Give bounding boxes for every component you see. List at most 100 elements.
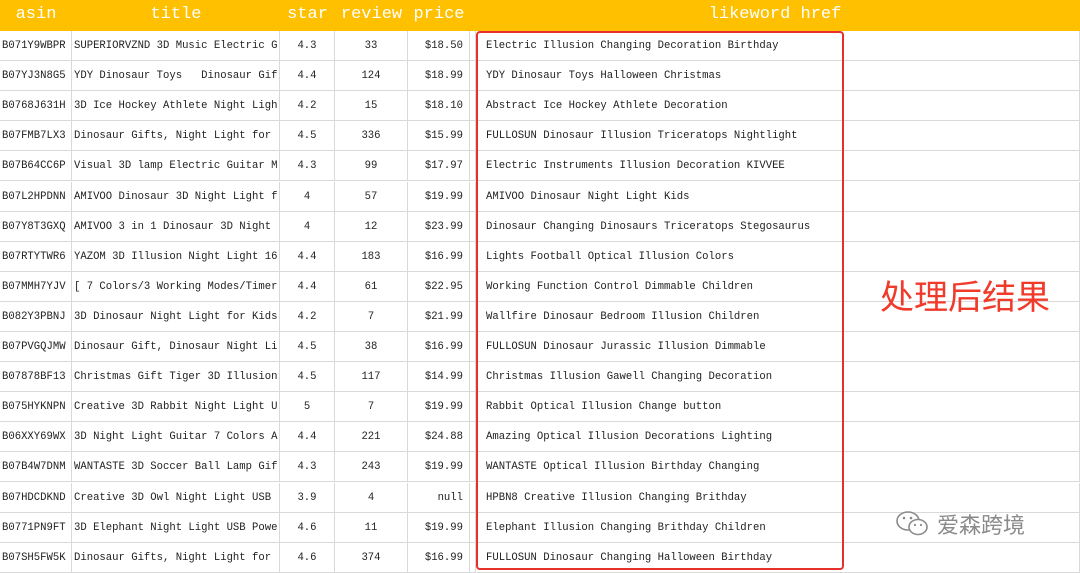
table-cell: 4.5 xyxy=(280,362,335,393)
table-cell: B07RTYTWR6 xyxy=(0,241,72,272)
table-cell: B07YJ3N8G5 xyxy=(0,61,72,92)
table-cell: Christmas Gift Tiger 3D Illusion xyxy=(72,362,280,393)
table-cell: SUPERIORVZND 3D Music Electric G xyxy=(72,31,280,62)
table-cell: 4.5 xyxy=(280,332,335,363)
table-cell: 3D Ice Hockey Athlete Night Ligh xyxy=(72,91,280,122)
table-cell: 3.9 xyxy=(280,482,335,513)
table-cell: 4.4 xyxy=(280,61,335,92)
table-cell: B071Y9WBPR xyxy=(0,31,72,62)
table-cell: $19.99 xyxy=(408,392,470,423)
table-cell: 57 xyxy=(335,181,408,212)
table-cell: Electric Instruments Illusion Decoration… xyxy=(476,151,1080,182)
table-cell: B0768J631H xyxy=(0,91,72,122)
table-cell: 4.4 xyxy=(280,422,335,453)
table-cell: Dinosaur Changing Dinosaurs Triceratops … xyxy=(476,211,1080,242)
table-cell: AMIVOO Dinosaur 3D Night Light f xyxy=(72,181,280,212)
spacer-cell xyxy=(470,422,476,453)
table-cell: 99 xyxy=(335,151,408,182)
table-cell: 12 xyxy=(335,211,408,242)
table-cell: 7 xyxy=(335,392,408,423)
table-cell: $18.10 xyxy=(408,91,470,122)
table-cell: 4.3 xyxy=(280,151,335,182)
table-cell: Lights Football Optical Illusion Colors xyxy=(476,241,1080,272)
table-cell: $16.99 xyxy=(408,241,470,272)
spacer-cell xyxy=(470,181,476,212)
table-cell: 11 xyxy=(335,512,408,543)
table-cell: $19.99 xyxy=(408,512,470,543)
table-cell: Dinosaur Gift, Dinosaur Night Li xyxy=(72,332,280,363)
spacer-cell xyxy=(470,241,476,272)
table-cell: B07MMH7YJV xyxy=(0,271,72,302)
table-cell: B07878BF13 xyxy=(0,362,72,393)
watermark: 爱森跨境 xyxy=(895,508,1025,540)
table-cell: B075HYKNPN xyxy=(0,392,72,423)
table-cell: 124 xyxy=(335,61,408,92)
table-cell: 4.3 xyxy=(280,31,335,62)
spacer-cell xyxy=(470,392,476,423)
table-cell: B07SH5FW5K xyxy=(0,542,72,573)
table-cell: $17.97 xyxy=(408,151,470,182)
table-cell: FULLOSUN Dinosaur Illusion Triceratops N… xyxy=(476,121,1080,152)
table-cell: 33 xyxy=(335,31,408,62)
table-cell: 221 xyxy=(335,422,408,453)
table-cell: B082Y3PBNJ xyxy=(0,301,72,332)
table-cell: Dinosaur Gifts, Night Light for xyxy=(72,542,280,573)
table-cell: FULLOSUN Dinosaur Jurassic Illusion Dimm… xyxy=(476,332,1080,363)
table-cell: 4.3 xyxy=(280,452,335,483)
table-cell: 38 xyxy=(335,332,408,363)
table-cell: 7 xyxy=(335,301,408,332)
spacer-cell xyxy=(470,61,476,92)
table-cell: YAZOM 3D Illusion Night Light 16 xyxy=(72,241,280,272)
table-cell: $19.99 xyxy=(408,181,470,212)
spacer-cell xyxy=(470,121,476,152)
table-cell: Amazing Optical Illusion Decorations Lig… xyxy=(476,422,1080,453)
table-cell: B07PVGQJMW xyxy=(0,332,72,363)
spacer-cell xyxy=(470,301,476,332)
table-cell: WANTASTE Optical Illusion Birthday Chang… xyxy=(476,452,1080,483)
table-cell: $14.99 xyxy=(408,362,470,393)
table-cell: 4.4 xyxy=(280,241,335,272)
table-cell: 61 xyxy=(335,271,408,302)
table-cell: 4.6 xyxy=(280,542,335,573)
table-cell: $22.95 xyxy=(408,271,470,302)
spacer-cell xyxy=(470,542,476,573)
highlight-box xyxy=(476,31,844,570)
table-cell: 4.6 xyxy=(280,512,335,543)
spacer-cell xyxy=(470,362,476,393)
table-cell: 4 xyxy=(335,482,408,513)
table-cell: Christmas Illusion Gawell Changing Decor… xyxy=(476,362,1080,393)
table-cell: $21.99 xyxy=(408,301,470,332)
table-cell: $23.99 xyxy=(408,211,470,242)
spacer-cell xyxy=(470,31,476,62)
table-cell: $24.88 xyxy=(408,422,470,453)
column-header: review xyxy=(335,0,408,31)
table-cell: B0771PN9FT xyxy=(0,512,72,543)
table-cell: 243 xyxy=(335,452,408,483)
table-cell: WANTASTE 3D Soccer Ball Lamp Gif xyxy=(72,452,280,483)
table-cell: FULLOSUN Dinosaur Changing Halloween Bir… xyxy=(476,542,1080,573)
table-cell: $19.99 xyxy=(408,452,470,483)
table-cell: Wallfire Dinosaur Bedroom Illusion Child… xyxy=(476,301,1080,332)
table-cell: Dinosaur Gifts, Night Light for xyxy=(72,121,280,152)
table-cell: AMIVOO Dinosaur Night Light Kids xyxy=(476,181,1080,212)
spacer-cell xyxy=(470,482,476,513)
table-cell: 4 xyxy=(280,211,335,242)
table-cell: 15 xyxy=(335,91,408,122)
spacer-cell xyxy=(470,271,476,302)
table-cell: YDY Dinosaur Toys Dinosaur Gif xyxy=(72,61,280,92)
table-cell: 4.2 xyxy=(280,91,335,122)
table-cell: $16.99 xyxy=(408,332,470,363)
spacer-cell xyxy=(470,452,476,483)
table-cell: B07Y8T3GXQ xyxy=(0,211,72,242)
table-cell: 336 xyxy=(335,121,408,152)
table-cell: 5 xyxy=(280,392,335,423)
table-cell: 4.5 xyxy=(280,121,335,152)
column-header: title xyxy=(72,0,280,31)
table-cell: [ 7 Colors/3 Working Modes/Timer xyxy=(72,271,280,302)
table-cell: $18.50 xyxy=(408,31,470,62)
spacer-cell xyxy=(470,211,476,242)
table-cell: AMIVOO 3 in 1 Dinosaur 3D Night xyxy=(72,211,280,242)
table-cell: B06XXY69WX xyxy=(0,422,72,453)
table-cell: B07B4W7DNM xyxy=(0,452,72,483)
table-cell: 4.4 xyxy=(280,271,335,302)
